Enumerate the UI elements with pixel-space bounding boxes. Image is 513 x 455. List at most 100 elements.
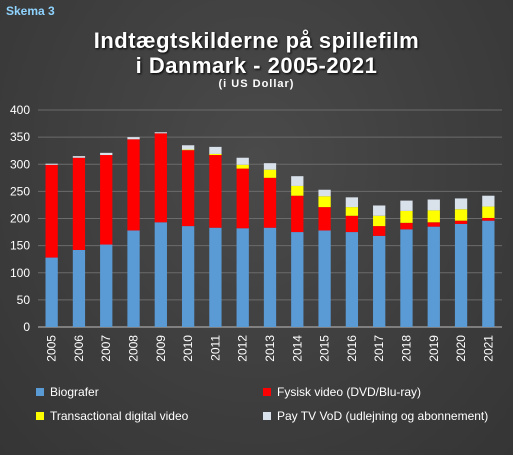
legend-swatch-biografer xyxy=(36,388,44,396)
x-tick-label-2014: 2014 xyxy=(290,335,304,362)
y-tick-label: 250 xyxy=(10,184,30,198)
bar-segment-2014-s3 xyxy=(291,176,304,186)
legend-label-transactional: Transactional digital video xyxy=(50,409,189,423)
bar-segment-2016-s0 xyxy=(345,232,359,327)
bar-segment-2012-s1 xyxy=(236,168,249,229)
bar-segment-2017-s0 xyxy=(373,235,386,327)
bar-segment-2005-s3 xyxy=(45,163,58,165)
bar-segment-2011-s0 xyxy=(209,227,222,327)
bar-segment-2019-s1 xyxy=(427,222,440,227)
bar-segment-2015-s0 xyxy=(318,230,331,327)
legend-item-transactional: Transactional digital video xyxy=(36,409,188,423)
bar-segment-2013-s2 xyxy=(263,169,277,178)
bar-segment-2020-s1 xyxy=(454,220,468,224)
x-tick-label-2021: 2021 xyxy=(481,335,495,362)
bar-segment-2020-s0 xyxy=(454,223,468,327)
y-tick-label: 50 xyxy=(17,293,31,307)
chart-title-line2: i Danmark - 2005-2021 xyxy=(135,53,378,78)
x-tick-label-2008: 2008 xyxy=(127,335,141,362)
bar-segment-2016-s1 xyxy=(345,215,359,233)
legend-item-fysisk-video: Fysisk video (DVD/Blu-ray) xyxy=(263,385,421,399)
bar-segment-2019-s2 xyxy=(427,210,440,223)
bar-segment-2013-s3 xyxy=(263,163,277,170)
bar-segment-2014-s2 xyxy=(291,185,304,196)
x-tick-label-2015: 2015 xyxy=(318,335,332,362)
bar-segment-2010-s0 xyxy=(181,226,195,327)
bar-segment-2007-s1 xyxy=(100,155,113,245)
x-tick-label-2013: 2013 xyxy=(263,335,277,362)
chart-subtitle: (i US Dollar) xyxy=(218,78,295,90)
bar-segment-2017-s3 xyxy=(373,205,386,216)
bar-segment-2016-s3 xyxy=(345,197,359,208)
bar-segment-2013-s0 xyxy=(263,227,277,327)
legend-label-biografer: Biografer xyxy=(50,385,99,399)
bar-segment-2018-s2 xyxy=(400,210,413,223)
bar-segment-2017-s2 xyxy=(373,215,386,227)
x-tick-label-2007: 2007 xyxy=(99,335,113,362)
x-tick-label-2005: 2005 xyxy=(45,335,59,362)
bar-segment-2015-s1 xyxy=(318,207,331,231)
bar-segment-2012-s3 xyxy=(236,157,249,165)
x-tick-label-2009: 2009 xyxy=(154,335,168,362)
y-tick-label: 200 xyxy=(10,212,30,226)
bar-segment-2018-s0 xyxy=(400,229,413,327)
bar-segment-2011-s2 xyxy=(209,153,222,156)
bar-segment-2012-s0 xyxy=(236,228,249,327)
x-tick-label-2012: 2012 xyxy=(236,335,250,362)
bar-segment-2015-s3 xyxy=(318,189,331,197)
bar-segment-2014-s1 xyxy=(291,195,304,233)
x-tick-label-2019: 2019 xyxy=(427,335,441,362)
bar-segment-2016-s2 xyxy=(345,207,359,216)
x-tick-label-2016: 2016 xyxy=(345,335,359,362)
y-tick-label: 400 xyxy=(10,103,30,117)
x-tick-label-2006: 2006 xyxy=(72,335,86,362)
x-tick-label-2017: 2017 xyxy=(372,335,386,362)
legend-item-pay-tv-vod: Pay TV VoD (udlejning og abonnement) xyxy=(263,409,488,423)
y-tick-label: 350 xyxy=(10,130,30,144)
x-tick-label-2010: 2010 xyxy=(181,335,195,362)
legend-swatch-fysisk-video xyxy=(263,388,271,396)
x-tick-label-2018: 2018 xyxy=(399,335,413,362)
bar-segment-2020-s2 xyxy=(454,209,468,221)
bar-segment-2010-s3 xyxy=(181,145,195,150)
bar-segment-2015-s2 xyxy=(318,196,331,208)
y-tick-label: 150 xyxy=(10,239,30,253)
bar-segment-2009-s0 xyxy=(154,222,167,327)
bar-segment-2009-s3 xyxy=(154,132,167,134)
chart-title-line1: Indtægtskilderne på spillefilm xyxy=(93,28,420,53)
y-tick-label: 100 xyxy=(10,266,30,280)
bar-segment-2008-s1 xyxy=(127,139,140,231)
bar-segment-2019-s3 xyxy=(427,199,440,211)
y-tick-label: 300 xyxy=(10,157,30,171)
schema-label: Skema 3 xyxy=(6,4,55,18)
bar-segment-2018-s1 xyxy=(400,222,413,230)
bar-segment-2011-s1 xyxy=(209,155,222,228)
bar-segment-2008-s3 xyxy=(127,137,140,140)
bar-segment-2013-s1 xyxy=(263,177,277,228)
bar-segment-2008-s0 xyxy=(127,230,140,327)
bar-segment-2021-s2 xyxy=(482,206,495,218)
bar-segment-2017-s1 xyxy=(373,226,386,236)
bar-segment-2005-s1 xyxy=(45,164,58,258)
bar-segment-2014-s0 xyxy=(291,232,304,327)
bar-segment-2007-s3 xyxy=(100,152,113,156)
x-tick-label-2020: 2020 xyxy=(454,335,468,362)
bar-segment-2006-s3 xyxy=(72,156,86,158)
bar-segment-2011-s3 xyxy=(209,146,222,154)
bar-segment-2018-s3 xyxy=(400,200,413,211)
legend-label-fysisk-video: Fysisk video (DVD/Blu-ray) xyxy=(277,385,422,399)
bar-segment-2021-s3 xyxy=(482,195,495,207)
bar-segment-2012-s2 xyxy=(236,164,249,169)
bar-segment-2010-s1 xyxy=(181,150,195,227)
bar-segment-2006-s0 xyxy=(72,249,86,327)
bar-segment-2007-s0 xyxy=(100,244,113,327)
legend-item-biografer: Biografer xyxy=(36,385,99,399)
x-tick-label-2011: 2011 xyxy=(208,335,222,361)
bar-segment-2009-s1 xyxy=(154,133,167,223)
bar-segment-2019-s0 xyxy=(427,226,440,327)
bar-segment-2021-s1 xyxy=(482,217,495,221)
legend-label-pay-tv-vod: Pay TV VoD (udlejning og abonnement) xyxy=(277,409,489,423)
y-tick-label: 0 xyxy=(23,320,30,334)
